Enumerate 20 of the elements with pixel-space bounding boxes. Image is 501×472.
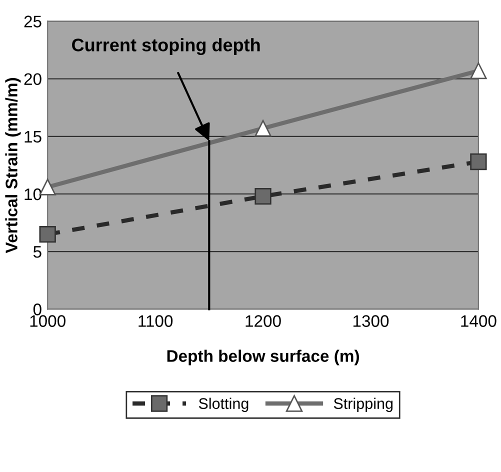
y-tick-label: 20 bbox=[24, 73, 42, 86]
legend-label: Stripping bbox=[334, 398, 393, 412]
y-tick-label: 15 bbox=[24, 130, 42, 143]
legend-label: Slotting bbox=[198, 398, 248, 412]
y-tick-label: 25 bbox=[24, 16, 42, 28]
y-tick-label: 0 bbox=[33, 304, 42, 316]
point bbox=[254, 120, 272, 137]
x-axis-title: Depth below surface (m) bbox=[167, 350, 359, 366]
y-tick-label: 5 bbox=[33, 246, 42, 258]
point bbox=[470, 62, 487, 80]
x-tick-label: 1000 bbox=[30, 315, 66, 327]
point bbox=[254, 188, 272, 205]
y-axis-title: Vertical Strain (mm/m) bbox=[5, 78, 21, 254]
point bbox=[39, 226, 56, 243]
point bbox=[470, 153, 487, 170]
x-tick-label: 1300 bbox=[353, 315, 389, 327]
x-tick-label: 1200 bbox=[246, 315, 281, 327]
annotation: Current stoping depth bbox=[72, 38, 260, 56]
x-tick-label: 1100 bbox=[138, 315, 173, 327]
x-tick-label: 1400 bbox=[461, 315, 496, 327]
